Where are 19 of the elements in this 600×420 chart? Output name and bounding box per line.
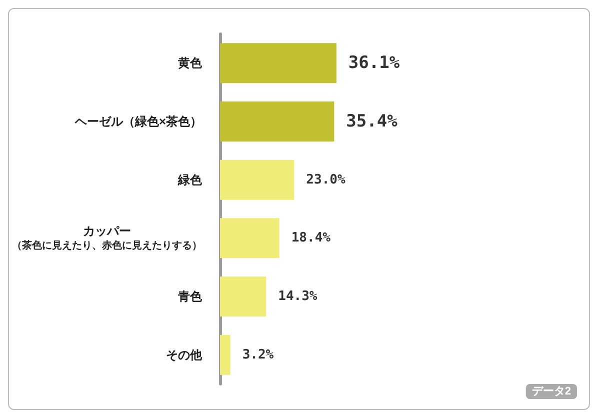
y-tick-label: カッパー（茶色に見えたり、赤色に見えたりする） bbox=[12, 224, 202, 252]
data-label: 35.4% bbox=[346, 112, 398, 132]
data-label: 14.3% bbox=[278, 289, 318, 304]
data-label: 23.0% bbox=[306, 172, 346, 188]
data-label: 3.2% bbox=[242, 347, 274, 362]
bar bbox=[220, 276, 266, 316]
text: データ2 bbox=[532, 386, 572, 398]
data-label: 36.1% bbox=[348, 53, 400, 74]
y-tick-label: 黄色 bbox=[177, 56, 203, 70]
bar bbox=[220, 43, 336, 84]
bar bbox=[220, 218, 280, 258]
bar bbox=[220, 334, 230, 375]
y-tick-label: ヘーゼル（緑色×茶色） bbox=[74, 114, 202, 128]
bar bbox=[220, 160, 294, 200]
bar bbox=[220, 102, 334, 142]
y-tick-label: 緑色 bbox=[177, 172, 203, 187]
y-tick-label: その他 bbox=[166, 348, 203, 362]
data-label: 18.4% bbox=[291, 230, 331, 246]
y-tick-label: 青色 bbox=[177, 290, 203, 304]
